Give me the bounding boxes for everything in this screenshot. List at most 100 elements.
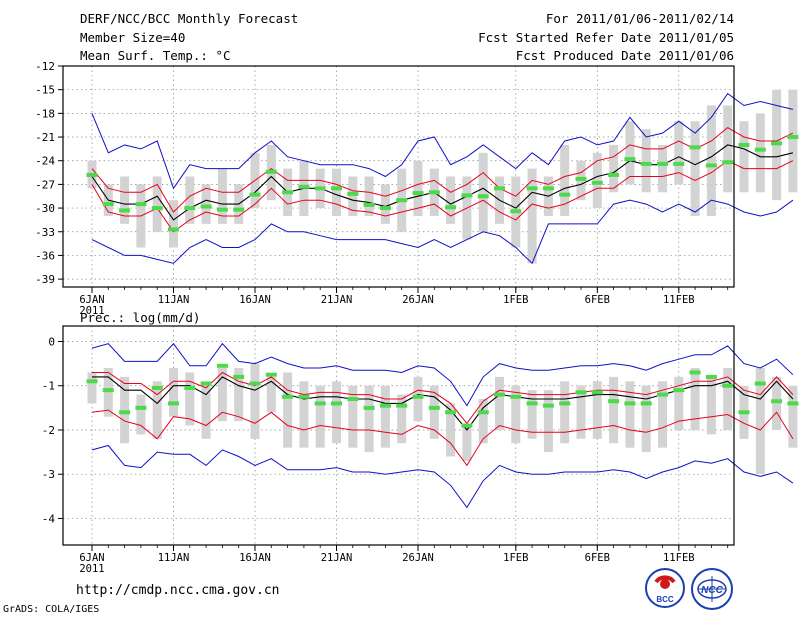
temp-spread-box xyxy=(169,200,178,248)
temp-observed-marker xyxy=(673,161,685,166)
temp-observed-marker xyxy=(86,172,98,177)
temp-observed-marker xyxy=(298,184,310,189)
prec-observed-marker xyxy=(412,394,424,399)
prec-spread-box xyxy=(103,368,113,417)
temp-observed-marker xyxy=(461,193,473,198)
temp-observed-marker xyxy=(135,202,147,207)
temp-observed-marker xyxy=(314,186,326,191)
prec-observed-marker xyxy=(673,388,685,393)
prec-spread-box xyxy=(136,394,146,435)
temp-x-tick-label: 16JAN xyxy=(239,294,271,306)
temp-min-line xyxy=(91,199,794,265)
ncc-logo-text: NCC xyxy=(701,585,723,596)
prec-observed-marker xyxy=(428,405,440,410)
temp-observed-marker xyxy=(705,163,717,168)
temp-spread-box xyxy=(348,176,358,216)
ncc-logo: NCC xyxy=(691,568,733,610)
prec-observed-marker xyxy=(559,401,571,406)
prec-observed-marker xyxy=(135,405,147,410)
prec-observed-marker xyxy=(705,374,717,379)
temp-x-tick-label: 26JAN xyxy=(402,294,434,306)
prec-x-tick-label: 6FEB xyxy=(585,552,610,564)
prec-spread-box xyxy=(169,368,178,417)
temp-spread-box xyxy=(755,113,765,193)
prec-spread-box xyxy=(185,372,195,426)
prec-max-line xyxy=(91,342,794,407)
forecast-period: For 2011/01/06-2011/02/14 xyxy=(545,11,734,26)
temp-observed-marker xyxy=(722,160,734,165)
temp-y-tick-label: -21 xyxy=(35,131,55,144)
temp-observed-marker xyxy=(168,227,179,232)
prec-observed-marker xyxy=(624,401,636,406)
forecast-produced-date: Fcst Produced Date 2011/01/06 xyxy=(515,48,734,63)
temp-spread-box xyxy=(332,168,341,216)
prec-observed-marker xyxy=(689,370,701,375)
prec-observed-marker xyxy=(510,394,522,399)
prec-spread-box xyxy=(478,399,488,444)
prec-spread-box xyxy=(674,376,684,430)
prec-spread-box xyxy=(772,376,782,430)
prec-spread-box xyxy=(299,381,309,448)
temp-spread-box xyxy=(560,144,570,216)
prec-spread-box xyxy=(397,394,407,444)
temp-spread-box xyxy=(380,184,390,224)
prec-spread-box xyxy=(120,376,130,444)
prec-observed-marker xyxy=(787,401,799,406)
temp-spread-box xyxy=(690,121,700,216)
temp-observed-marker xyxy=(542,186,554,191)
prec-spread-box xyxy=(87,372,97,404)
temp-observed-marker xyxy=(624,157,636,162)
prec-y-tick-label: -4 xyxy=(42,512,56,525)
temp-spread-box xyxy=(706,105,716,216)
temp-observed-marker xyxy=(575,176,587,181)
prec-observed-marker xyxy=(640,401,652,406)
prec-spread-box xyxy=(706,376,716,435)
temp-spread-box xyxy=(658,144,667,193)
prec-observed-marker xyxy=(119,410,131,415)
prec-spread-box xyxy=(364,385,374,453)
prec-observed-marker xyxy=(461,423,473,428)
prec-observed-marker xyxy=(722,383,734,388)
prec-panel-title: Prec.: log(mm/d) xyxy=(80,310,200,325)
temp-observed-marker xyxy=(151,206,163,211)
temp-spread-box xyxy=(527,168,537,264)
temp-observed-marker xyxy=(428,190,440,195)
temp-y-tick-label: -36 xyxy=(35,249,55,262)
chart-title: DERF/NCC/BCC Monthly Forecast xyxy=(80,11,299,26)
prec-spread-box xyxy=(658,381,667,448)
prec-x-tick-label: 11FEB xyxy=(663,552,695,564)
prec-spread-box xyxy=(592,381,602,439)
prec-spread-box xyxy=(576,385,586,439)
prec-lower-line xyxy=(91,409,794,467)
temp-x-tick-label: 1FEB xyxy=(503,294,528,306)
temp-spread-box xyxy=(217,168,227,224)
temp-y-tick-label: -33 xyxy=(35,226,55,239)
temp-observed-marker xyxy=(657,161,668,166)
prec-spread-box xyxy=(266,376,276,413)
prec-spread-box xyxy=(446,403,456,457)
temp-spread-box xyxy=(592,152,602,209)
prec-spread-box xyxy=(217,368,227,422)
prec-observed-marker xyxy=(771,399,783,404)
prec-observed-marker xyxy=(265,372,277,377)
temp-x-tick-label: 6FEB xyxy=(585,294,610,306)
prec-y-tick-label: -3 xyxy=(42,468,55,481)
temp-observed-marker xyxy=(787,135,799,140)
temp-observed-marker xyxy=(510,209,522,214)
temp-observed-marker xyxy=(102,202,114,207)
temp-spread-box xyxy=(120,176,130,224)
temp-spread-box xyxy=(641,129,651,193)
temp-observed-marker xyxy=(608,172,620,177)
prec-observed-marker xyxy=(200,381,212,386)
temp-spread-box xyxy=(446,176,456,224)
prec-observed-marker xyxy=(331,401,342,406)
bcc-logo: BCC xyxy=(645,568,685,608)
temp-observed-marker xyxy=(363,202,375,207)
source-url[interactable]: http://cmdp.ncc.cma.gov.cn xyxy=(76,583,280,598)
temp-observed-marker xyxy=(265,169,277,174)
temp-upper-line xyxy=(91,126,794,213)
prec-x-tick-label: 16JAN xyxy=(239,552,271,564)
temp-observed-marker xyxy=(689,145,701,150)
prec-spread-box xyxy=(234,368,244,422)
prec-spread-box xyxy=(511,385,521,444)
